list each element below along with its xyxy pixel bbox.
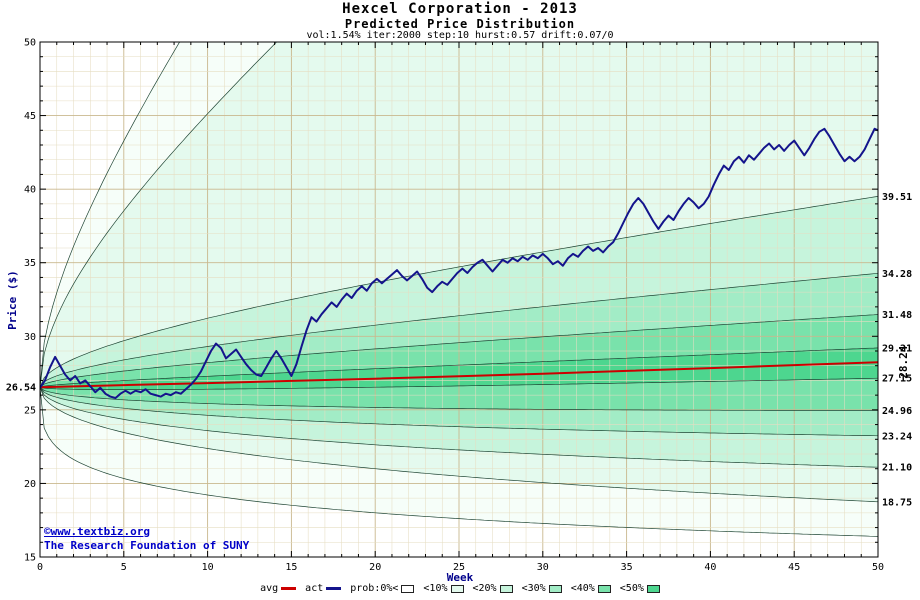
y-tick-label: 40 (24, 185, 36, 196)
boundary-curve (40, 272, 878, 388)
legend-label: <20% (472, 583, 497, 594)
chart-subtitle: Predicted Price Distribution (344, 17, 576, 31)
legend-color-swatch (401, 584, 415, 593)
legend-label: <40% (570, 583, 595, 594)
legend-item-4: <20% (473, 583, 513, 594)
x-tick-label: 10 (202, 562, 214, 573)
y-tick-label: 35 (24, 258, 36, 269)
legend-color-swatch (646, 584, 660, 593)
legend-color-swatch (499, 584, 513, 593)
legend-item-6: <40% (571, 583, 611, 594)
band-end-label: 21.10 (882, 463, 912, 474)
fan-band (40, 387, 878, 537)
y-axis-title: Price ($) (6, 270, 19, 330)
band-end-label: 27.15 (882, 374, 912, 385)
y-tick-label: 15 (24, 553, 36, 564)
x-tick-label: 15 (285, 562, 297, 573)
fan-band (40, 387, 878, 502)
legend-label: prob:0%< (350, 583, 399, 594)
legend-label: <50% (619, 583, 644, 594)
avg-line (40, 361, 878, 389)
legend-item-3: <10% (423, 583, 464, 594)
boundary-curve (40, 387, 878, 537)
y-tick-label: 45 (24, 111, 36, 122)
boundary-curve (40, 377, 878, 390)
boundary-curve (40, 42, 278, 388)
legend-item-7: <50% (620, 583, 660, 594)
legend-color-swatch (450, 584, 464, 593)
legend-color-swatch (597, 584, 611, 593)
band-end-label: 23.24 (882, 431, 912, 442)
legend-item-0: avg (260, 583, 297, 594)
actual-line (40, 127, 878, 400)
start-price-label: 26.54 (6, 383, 36, 394)
band-end-label: 31.48 (882, 310, 912, 321)
x-tick-label: 0 (37, 562, 43, 573)
legend-line-swatch (326, 587, 342, 590)
y-tick-label: 50 (24, 38, 36, 49)
x-tick-label: 5 (121, 562, 127, 573)
boundary-curve (40, 196, 878, 388)
chart-title: Hexcel Corporation - 2013 (342, 1, 578, 17)
boundary-curve (40, 314, 878, 388)
x-tick-label: 25 (453, 562, 465, 573)
boundary-curve (40, 347, 878, 388)
x-tick-label: 35 (621, 562, 633, 573)
band-end-label: 34.28 (882, 269, 912, 280)
band-end-label: 24.96 (882, 406, 912, 417)
legend: avg act prob:0%< <10% <20% <30% <40% <50% (0, 583, 920, 594)
boundary-layer (40, 42, 878, 537)
legend-label: <10% (423, 583, 448, 594)
x-tick-label: 40 (704, 562, 716, 573)
legend-item-2: prob:0%< (350, 583, 415, 594)
x-tick-label: 45 (788, 562, 800, 573)
legend-line-swatch (281, 587, 297, 590)
legend-label: avg (260, 583, 279, 594)
chart-simulation-params: vol:1.54% iter:2000 step:10 hurst:0.57 d… (306, 30, 614, 41)
x-tick-label: 20 (369, 562, 381, 573)
boundary-curve (40, 386, 878, 411)
watermark-url: ©www.textbiz.org (44, 525, 150, 538)
x-tick-label: 30 (537, 562, 549, 573)
y-tick-label: 25 (24, 405, 36, 416)
boundary-curve (40, 386, 878, 437)
y-tick-label: 30 (24, 332, 36, 343)
x-tick-label: 50 (872, 562, 884, 573)
band-end-label: 39.51 (882, 192, 912, 203)
band-end-label: 29.21 (882, 343, 912, 354)
legend-item-5: <30% (522, 583, 562, 594)
boundary-curve (40, 387, 878, 468)
legend-label: act (305, 583, 324, 594)
avg-end-label: 28.24 (897, 345, 910, 378)
watermark-org: The Research Foundation of SUNY (44, 539, 250, 552)
band-end-label: 18.75 (882, 497, 912, 508)
legend-color-swatch (548, 584, 562, 593)
y-tick-label: 20 (24, 479, 36, 490)
legend-label: <30% (521, 583, 546, 594)
boundary-curve (40, 387, 878, 503)
legend-item-1: act (305, 583, 342, 594)
x-axis-title: Week (446, 571, 474, 584)
